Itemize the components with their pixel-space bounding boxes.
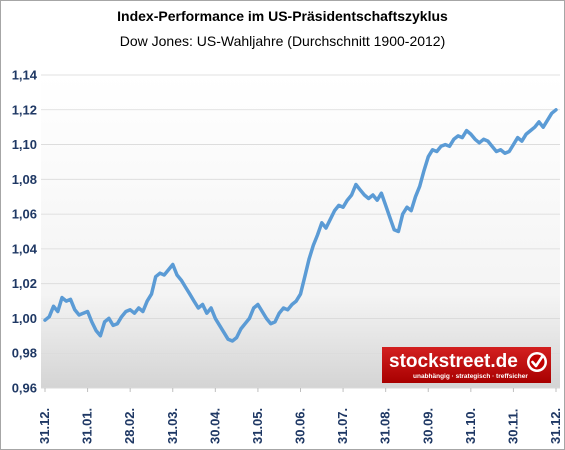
checkmark-icon (527, 352, 547, 372)
y-tick-label: 1,02 (12, 276, 37, 291)
x-tick-label: 31.07. (335, 408, 350, 444)
x-tick-label: 30.09. (420, 408, 435, 444)
logo-name: stockstreet.de (389, 351, 518, 372)
chart-subtitle: Dow Jones: US-Wahljahre (Durchschnitt 19… (119, 33, 446, 49)
logo-background (382, 347, 551, 383)
x-tick-label: 31.10. (463, 408, 478, 444)
y-tick-label: 1,14 (12, 68, 38, 83)
x-tick-label: 31.05. (250, 408, 265, 444)
x-tick-label: 31.01. (80, 408, 95, 444)
x-tick-label: 31.12. (548, 408, 563, 444)
x-tick-label: 31.03. (165, 408, 180, 444)
x-tick-label: 30.11. (505, 409, 520, 444)
x-tick-label: 31.12. (37, 408, 52, 444)
y-tick-label: 1,04 (12, 241, 38, 256)
y-tick-label: 0,96 (12, 381, 37, 396)
y-tick-label: 1,08 (12, 172, 37, 187)
y-tick-label: 1,10 (12, 137, 37, 152)
x-tick-label: 30.06. (293, 408, 308, 444)
chart-title: Index-Performance im US-Präsidentschafts… (117, 8, 448, 24)
stockstreet-logo: stockstreet.de unabhängig · strategisch … (382, 347, 551, 383)
x-tick-label: 31.08. (378, 408, 393, 444)
x-tick-label: 30.04. (207, 408, 222, 444)
x-tick-label: 28.02. (122, 408, 137, 444)
y-tick-label: 1,12 (12, 102, 37, 117)
y-tick-label: 1,06 (12, 207, 37, 222)
y-tick-label: 0,98 (12, 346, 37, 361)
series-line (43, 108, 558, 343)
y-tick-label: 1,00 (12, 311, 37, 326)
plot-area (41, 75, 560, 388)
logo-tagline: unabhängig · strategisch · treffsicher (413, 373, 528, 380)
